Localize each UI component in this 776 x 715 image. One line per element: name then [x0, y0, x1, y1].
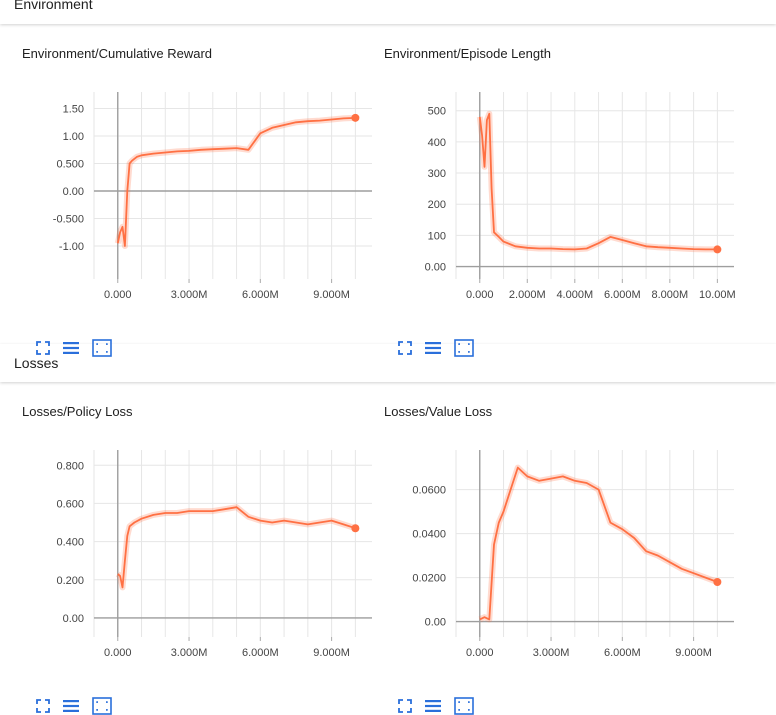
y-tick-label: 0.0400 [412, 529, 446, 541]
x-tick-label: 0.000 [104, 289, 132, 301]
y-tick-label: 0.00 [63, 613, 84, 625]
section-title: Losses [14, 355, 59, 371]
y-tick-label: 0.500 [56, 159, 84, 171]
chart-card-value-loss: Losses/Value Loss 0.00 0.0200 0.0400 0.0600… [376, 404, 746, 715]
y-tick-label: -0.500 [53, 214, 84, 226]
y-tick-label: 0.400 [56, 537, 84, 549]
fit-domain-icon[interactable] [454, 311, 474, 357]
series-end-point [713, 578, 722, 586]
section-title: Environment [14, 0, 93, 12]
y-tick-label: 200 [428, 199, 446, 211]
chart-title: Losses/Policy Loss [22, 404, 133, 419]
x-tick-label: 6.000M [242, 647, 279, 659]
y-tick-label: 0.0600 [412, 485, 446, 497]
series-line [479, 466, 718, 621]
series-end-point [351, 113, 360, 122]
x-tick-label: 3.000M [171, 289, 208, 301]
y-tick-label: 300 [428, 168, 446, 180]
chart-value-loss[interactable]: 0.00 0.0200 0.0400 0.0600 0.000 3.000M 6.000M 9… [376, 432, 746, 667]
expand-icon[interactable] [34, 311, 52, 355]
x-tick-label: 3.000M [533, 647, 570, 659]
fit-domain-icon[interactable] [454, 669, 474, 715]
x-tick-label: 9.000M [313, 289, 350, 301]
chart-title: Environment/Episode Length [384, 46, 551, 61]
fit-domain-icon[interactable] [92, 669, 112, 715]
chart-card-policy-loss: Losses/Policy Loss 0.00 0.200 0.400 0.600 0.… [14, 404, 384, 715]
x-tick-label: 0.000 [104, 647, 132, 659]
chart-card-cumulative-reward: Environment/Cumulative Reward -1.00 -0.50… [14, 46, 384, 357]
chart-policy-loss[interactable]: 0.00 0.200 0.400 0.600 0.800 0.000 3.000M 6.000… [14, 432, 384, 667]
y-tick-label: -1.00 [59, 241, 84, 253]
x-tick-label: 8.000M [651, 289, 688, 301]
series-end-point [351, 524, 360, 533]
expand-icon[interactable] [34, 669, 52, 713]
series-line [478, 112, 718, 251]
x-tick-label: 2.000M [509, 289, 546, 301]
y-tick-label: 0.00 [63, 186, 84, 198]
y-tick-label: 0.600 [56, 498, 84, 510]
y-tick-label: 0.800 [56, 460, 84, 472]
y-tick-label: 100 [428, 230, 446, 242]
y-tick-label: 500 [428, 106, 446, 118]
x-tick-label: 4.000M [556, 289, 593, 301]
fit-domain-icon[interactable] [92, 311, 112, 357]
list-icon[interactable] [62, 669, 80, 712]
x-tick-label: 0.000 [466, 647, 494, 659]
y-tick-label: 1.50 [63, 104, 84, 116]
section-header-environment[interactable]: Environment [0, 0, 776, 24]
x-tick-label: 10.00M [699, 289, 736, 301]
x-tick-label: 3.000M [171, 647, 208, 659]
x-tick-label: 6.000M [242, 289, 279, 301]
section-header-losses[interactable]: Losses [0, 344, 776, 382]
x-tick-label: 6.000M [604, 647, 641, 659]
chart-title: Environment/Cumulative Reward [22, 46, 213, 61]
series-line [116, 117, 356, 247]
y-tick-label: 0.200 [56, 575, 84, 587]
x-tick-label: 6.000M [604, 289, 641, 301]
chart-card-episode-length: Environment/Episode Length 0.00 100 200 300… [376, 46, 746, 357]
chart-episode-length[interactable]: 0.00 100 200 300 400 500 0.000 2.000M 4.000M 6.00… [376, 74, 746, 309]
expand-icon[interactable] [396, 311, 414, 355]
series-end-point [713, 245, 722, 254]
y-tick-label: 400 [428, 137, 446, 149]
y-tick-label: 0.00 [425, 617, 446, 629]
list-icon[interactable] [424, 311, 442, 354]
y-tick-label: 0.0200 [412, 573, 446, 585]
y-tick-label: 1.00 [63, 131, 84, 143]
list-icon[interactable] [62, 311, 80, 354]
expand-icon[interactable] [396, 669, 414, 713]
x-tick-label: 9.000M [675, 647, 712, 659]
chart-title: Losses/Value Loss [384, 404, 493, 419]
y-tick-label: 0.00 [425, 262, 446, 274]
x-tick-label: 0.000 [466, 289, 494, 301]
chart-cumulative-reward[interactable]: -1.00 -0.500 0.00 0.500 1.00 1.50 0.000 3.000M 6… [14, 74, 384, 309]
series-line [117, 506, 356, 589]
list-icon[interactable] [424, 669, 442, 712]
x-tick-label: 9.000M [313, 647, 350, 659]
